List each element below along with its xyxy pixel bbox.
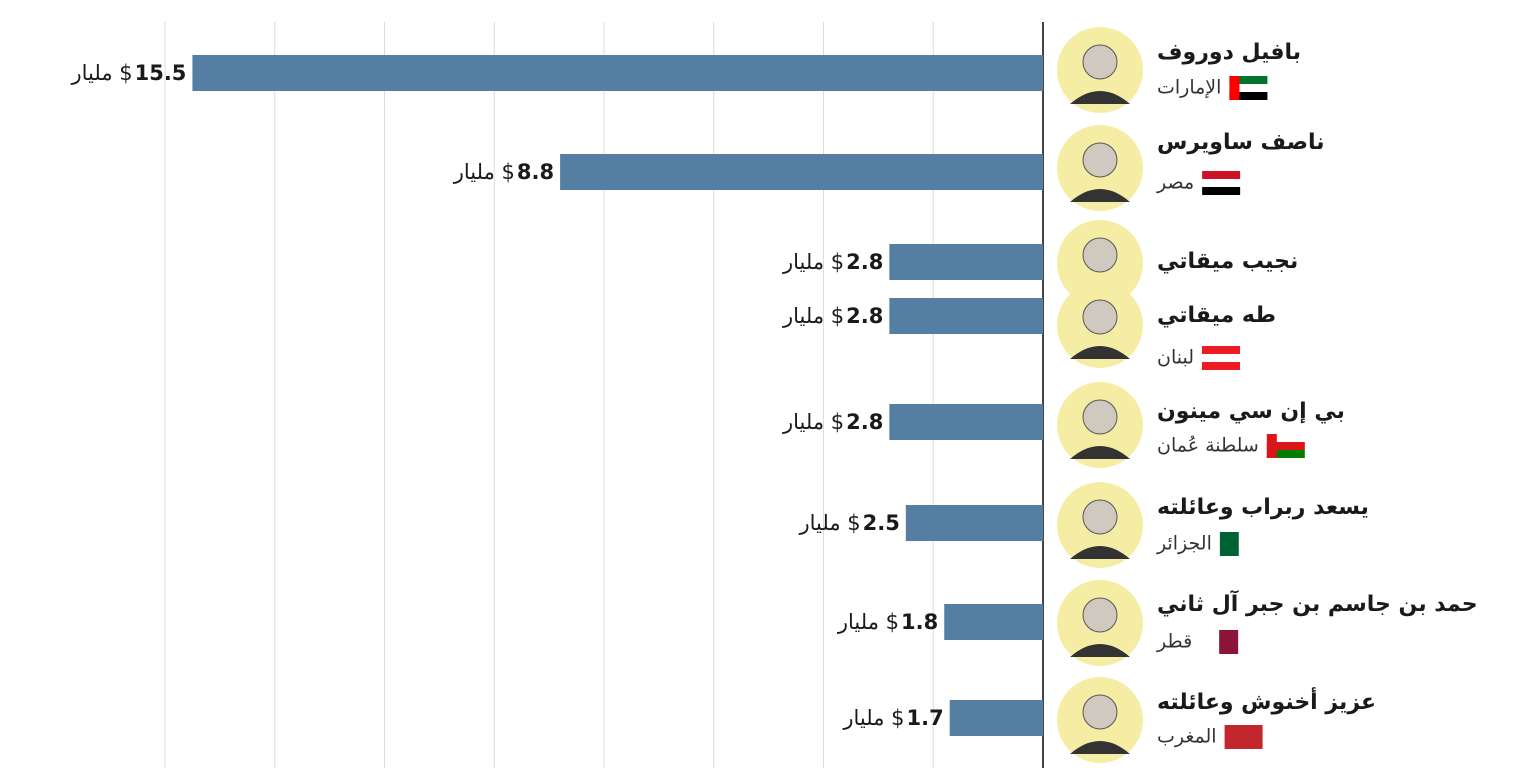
country-name: سلطنة عُمان xyxy=(1157,435,1259,457)
photo-body xyxy=(1070,189,1130,202)
value-unit: مليار $ xyxy=(798,511,860,535)
bar xyxy=(192,55,1043,91)
photo-head xyxy=(1082,499,1118,535)
flag xyxy=(1200,630,1239,654)
value-unit: مليار $ xyxy=(782,304,844,328)
value-unit: مليار $ xyxy=(837,610,899,634)
country-name: لبنان xyxy=(1157,347,1194,369)
value-label: 1.7 xyxy=(907,706,944,730)
photo-body xyxy=(1070,446,1130,459)
bar xyxy=(944,604,1043,640)
country-name: مصر xyxy=(1156,172,1194,194)
bar xyxy=(889,298,1043,334)
flag-stripe xyxy=(1202,187,1241,195)
bar xyxy=(949,700,1043,736)
flag-stripe xyxy=(1202,346,1240,354)
flag-stripe xyxy=(1266,442,1305,450)
photo-body xyxy=(1070,741,1130,754)
bar xyxy=(889,404,1043,440)
bar xyxy=(889,244,1043,280)
value-label: 1.8 xyxy=(901,610,938,634)
photo-body xyxy=(1070,644,1130,657)
flag-stripe xyxy=(1202,179,1241,187)
country-name: المغرب xyxy=(1157,726,1217,748)
photo-head xyxy=(1082,399,1118,435)
value-label: 2.8 xyxy=(846,410,883,434)
value-label: 2.8 xyxy=(846,304,883,328)
photo-head xyxy=(1082,299,1118,335)
flag-stripe xyxy=(1200,630,1220,654)
photo-body xyxy=(1070,346,1130,359)
value-label: 2.8 xyxy=(846,250,883,274)
flag-stripe xyxy=(1219,630,1239,654)
flag-stripe xyxy=(1219,532,1239,556)
photo-head xyxy=(1082,597,1118,633)
value-unit: مليار $ xyxy=(70,61,132,85)
bar xyxy=(905,505,1043,541)
value-label: 15.5 xyxy=(135,61,187,85)
photo-head xyxy=(1082,142,1118,178)
person-name: عزيز أخنوش وعائلته xyxy=(1157,686,1376,715)
person-name: حمد بن جاسم بن جبر آل ثاني xyxy=(1157,589,1478,617)
flag-stripe xyxy=(1202,354,1240,362)
flag xyxy=(1229,76,1268,100)
photo-body xyxy=(1070,546,1130,559)
person-name: نجيب ميقاتي xyxy=(1157,249,1298,274)
value-unit: مليار $ xyxy=(782,410,844,434)
photo-body xyxy=(1070,91,1130,104)
country-name: الجزائر xyxy=(1156,533,1212,555)
country-name: قطر xyxy=(1156,631,1192,653)
photo-head xyxy=(1082,694,1118,730)
flag xyxy=(1266,434,1305,458)
person-name: بافيل دوروف xyxy=(1157,40,1301,65)
flag-stripe xyxy=(1202,171,1241,179)
value-unit: مليار $ xyxy=(453,160,515,184)
bar xyxy=(560,154,1043,190)
flag-hoist xyxy=(1229,76,1240,100)
flag-stripe xyxy=(1229,92,1268,100)
flag-stripe xyxy=(1266,450,1305,458)
value-label: 8.8 xyxy=(517,160,554,184)
flag-stripe xyxy=(1266,434,1305,442)
value-unit: مليار $ xyxy=(842,706,904,730)
person-name: بي إن سي مينون xyxy=(1157,399,1345,424)
flag xyxy=(1202,346,1240,370)
flag-hoist xyxy=(1266,434,1277,458)
person-name: طه ميقاتي xyxy=(1157,303,1276,328)
person-name: ناصف ساويرس xyxy=(1157,130,1325,155)
value-label: 2.5 xyxy=(863,511,900,535)
flag-stripe xyxy=(1229,84,1268,92)
photo-head xyxy=(1082,44,1118,80)
flag-stripe xyxy=(1229,76,1268,84)
photo-head xyxy=(1082,237,1118,273)
flag xyxy=(1219,532,1258,556)
country-name: الإمارات xyxy=(1157,77,1221,99)
flag xyxy=(1224,725,1263,749)
person-name: يسعد ربراب وعائلته xyxy=(1157,495,1369,520)
flag-stripe xyxy=(1238,532,1258,556)
flag-stripe xyxy=(1224,725,1263,749)
flag-stripe xyxy=(1202,362,1240,370)
flag xyxy=(1202,171,1241,195)
value-unit: مليار $ xyxy=(782,250,844,274)
